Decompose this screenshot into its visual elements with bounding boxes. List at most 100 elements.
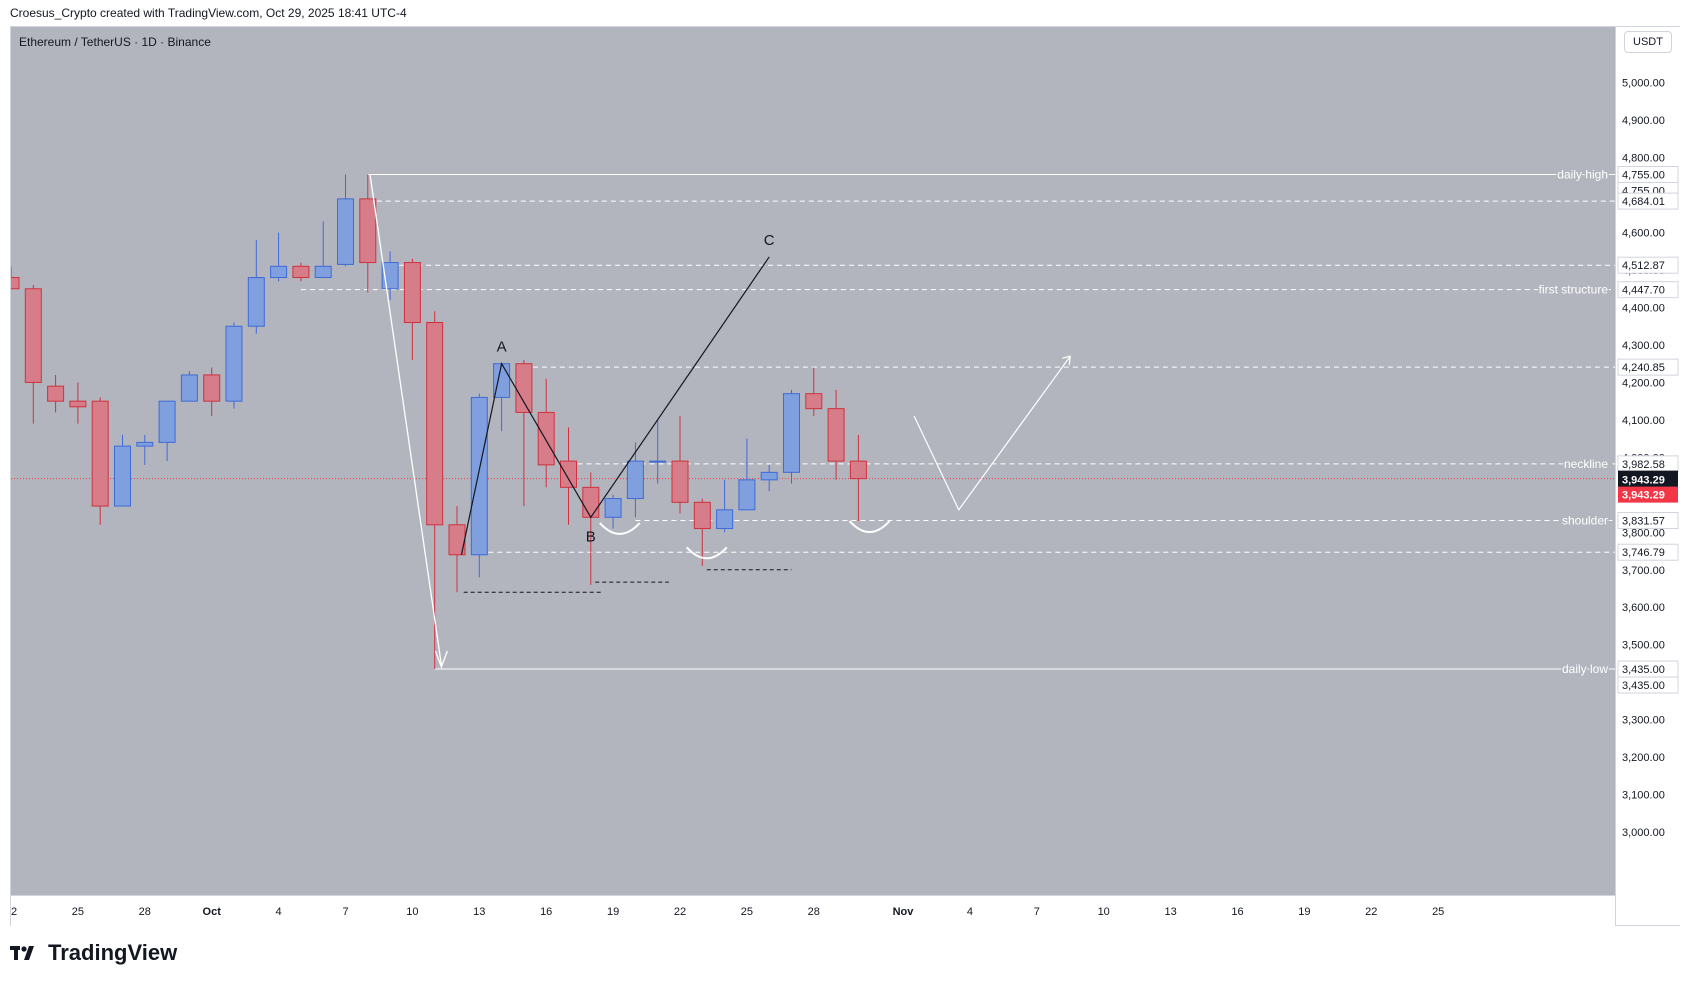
time-axis-canvas: 22 25 28 Oct 4 7 10 13 16 19 22 25 28 Nov 4 7 10 13 16 19 22… [5, 906, 1444, 918]
wave-label-b: B [586, 528, 596, 545]
price-tag-bg [1617, 358, 1679, 376]
level-label: daily low [1562, 662, 1608, 676]
candle [180, 371, 198, 402]
candle [24, 285, 42, 424]
candle-body [760, 471, 778, 481]
candle [783, 389, 800, 484]
candle [359, 174, 377, 293]
time-tick-label: 4 [967, 906, 973, 918]
price-tick-label: 4,600.00 [1622, 228, 1665, 240]
price-tick-label: 3,800.00 [1622, 527, 1665, 539]
price-tick-label: 3,300.00 [1622, 715, 1665, 727]
price-tick-label: 3,600.00 [1622, 602, 1665, 614]
time-tick-label: 7 [1034, 906, 1040, 918]
candle-body [515, 363, 533, 413]
candle-body [604, 498, 622, 518]
candle [292, 262, 310, 282]
candle-body [649, 460, 667, 463]
candle [91, 397, 109, 525]
candle-body [693, 501, 711, 530]
price-tag-bg [1617, 281, 1679, 299]
candle [604, 494, 622, 529]
candle [671, 416, 689, 514]
time-tick-label: 4 [276, 906, 282, 918]
price-tag-label: 4,755.00 [1622, 170, 1665, 182]
tradingview-brand-text: TradingView [48, 940, 178, 965]
price-tag-label: 3,943.29 [1622, 475, 1665, 487]
candle [403, 258, 421, 360]
abc-wave-line [460, 256, 770, 555]
time-tick-label: 25 [72, 906, 84, 918]
time-tick-label: Nov [893, 906, 915, 918]
candle [2, 266, 20, 290]
candle-body [203, 374, 221, 402]
candle [760, 464, 778, 492]
price-tag-label: 3,746.79 [1622, 547, 1665, 559]
time-tick-label: 28 [139, 906, 151, 918]
tradingview-logo[interactable]: TradingView [10, 940, 177, 966]
price-tag-label: 3,943.29 [1622, 490, 1665, 502]
price-axis-canvas: 3,000.003,100.003,200.003,300.003,400.00… [1617, 78, 1679, 839]
time-tick-label: 10 [406, 906, 418, 918]
candle-body [337, 198, 354, 265]
price-tick-label: 3,200.00 [1622, 752, 1665, 764]
price-tick-label: 4,800.00 [1622, 153, 1665, 165]
shoulder-arc [686, 546, 728, 560]
price-tag-label: 3,982.58 [1622, 459, 1665, 471]
currency-button[interactable]: USDT [1624, 31, 1672, 53]
time-tick-label: 22 [674, 906, 686, 918]
candle-body [69, 400, 87, 408]
price-tick-label: 4,300.00 [1622, 340, 1665, 352]
time-tick-label: 13 [1164, 906, 1176, 918]
price-tick-label: 3,500.00 [1622, 640, 1665, 652]
candle-body [470, 396, 488, 556]
candle [247, 240, 265, 334]
time-tick-label: 19 [607, 906, 619, 918]
candle [738, 438, 756, 511]
candle-body [225, 325, 243, 402]
candle-body [270, 265, 288, 279]
price-tag-bg [1617, 676, 1679, 694]
candle-body [716, 509, 734, 530]
level-label: first structure [1539, 283, 1609, 297]
price-tick-label: 3,100.00 [1622, 790, 1665, 802]
time-axis[interactable]: 22 25 28 Oct 4 7 10 13 16 19 22 25 28 Nov 4 7 10 13 16 19 22… [5, 895, 1615, 926]
time-tick-label: 25 [741, 906, 753, 918]
price-tick-label: 3,700.00 [1622, 565, 1665, 577]
price-tick-label: 3,000.00 [1622, 827, 1665, 839]
price-tag-bg [1617, 192, 1679, 210]
candle [649, 419, 667, 484]
level-label: shoulder [1562, 513, 1608, 527]
price-tick-label: 4,200.00 [1622, 377, 1665, 389]
candle-body [314, 265, 332, 279]
candle [69, 382, 87, 424]
candle [493, 363, 511, 432]
candle [537, 378, 555, 488]
chart-canvas[interactable]: daily high first structure neckline shoulde… [2, 27, 1615, 895]
candle-body [738, 479, 756, 511]
candle [805, 367, 823, 417]
price-tag-label: 4,447.70 [1622, 285, 1665, 297]
symbol-title[interactable]: Ethereum / TetherUS · 1D · Binance [19, 35, 211, 49]
drop-arrow-head [434, 650, 448, 669]
chart-plot-area[interactable]: daily high first structure neckline shoulde… [2, 27, 1615, 895]
price-tag-bg [1617, 511, 1679, 529]
candle-body [180, 374, 198, 402]
drop-arrow-line [369, 174, 443, 666]
price-axis[interactable]: 3,000.003,100.003,200.003,300.003,400.00… [1615, 27, 1680, 925]
projection-path [913, 355, 1071, 511]
candle [203, 367, 221, 417]
price-tick-label: 4,900.00 [1622, 115, 1665, 127]
candle [158, 400, 176, 462]
candle-body [582, 486, 600, 518]
candle [225, 322, 243, 409]
candle-body [47, 385, 65, 402]
candle-body [136, 441, 154, 447]
price-tick-label: 4,400.00 [1622, 303, 1665, 315]
candle-body [91, 400, 109, 507]
time-tick-label: 22 [1365, 906, 1377, 918]
chart-frame: daily high first structure neckline shoulde… [2, 26, 1680, 926]
candle-body [359, 198, 377, 264]
candle-body [292, 265, 310, 279]
time-tick-label: 16 [540, 906, 552, 918]
